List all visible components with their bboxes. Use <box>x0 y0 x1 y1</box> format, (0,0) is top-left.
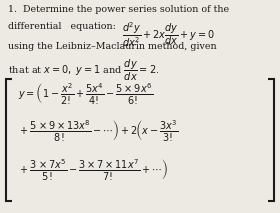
Text: using the Leibniz–Maclaurin method, given: using the Leibniz–Maclaurin method, give… <box>8 42 217 50</box>
Text: $\left.+\dfrac{3 \times 7x^5}{5!} - \dfrac{3 \times 7 \times 11x^7}{7!} + \cdots: $\left.+\dfrac{3 \times 7x^5}{5!} - \dfr… <box>18 157 168 181</box>
Text: $y = \left(1 - \dfrac{x^2}{2!} + \dfrac{5x^4}{4!} - \dfrac{5 \times 9x^6}{6!}\ri: $y = \left(1 - \dfrac{x^2}{2!} + \dfrac{… <box>18 81 153 106</box>
Text: differential   equation:: differential equation: <box>8 22 116 31</box>
Text: 1.  Determine the power series solution of the: 1. Determine the power series solution o… <box>8 5 230 14</box>
Text: $\dfrac{d^2y}{dx^2} + 2x\dfrac{dy}{dx} + y = 0$: $\dfrac{d^2y}{dx^2} + 2x\dfrac{dy}{dx} +… <box>122 20 215 49</box>
Text: that at $x=0,\; y=1$ and $\dfrac{dy}{dx}=2.$: that at $x=0,\; y=1$ and $\dfrac{dy}{dx}… <box>8 58 160 83</box>
Text: $\left.+\dfrac{5 \times 9 \times 13x^8}{8!} - \cdots\right) + 2\!\left(x - \dfra: $\left.+\dfrac{5 \times 9 \times 13x^8}{… <box>18 118 178 143</box>
